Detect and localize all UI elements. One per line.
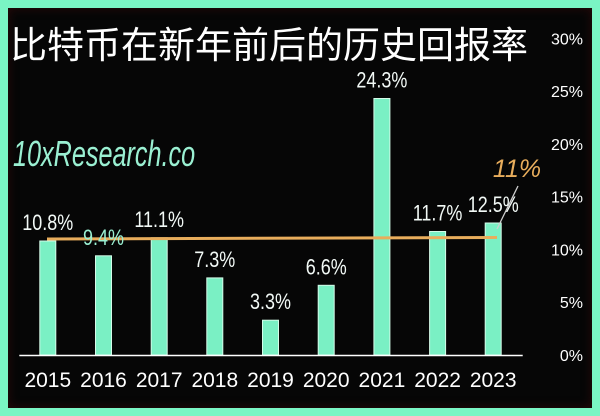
svg-text:11.7%: 11.7% xyxy=(413,202,463,226)
svg-text:7.3%: 7.3% xyxy=(194,248,235,272)
svg-text:0%: 0% xyxy=(560,348,583,365)
svg-text:6.6%: 6.6% xyxy=(306,256,347,280)
svg-text:12.5%: 12.5% xyxy=(468,193,519,217)
svg-text:2016: 2016 xyxy=(80,369,127,392)
svg-text:5%: 5% xyxy=(560,295,583,312)
svg-text:15%: 15% xyxy=(551,190,583,207)
svg-text:2023: 2023 xyxy=(470,369,517,392)
svg-text:20%: 20% xyxy=(551,137,583,154)
svg-text:9.4%: 9.4% xyxy=(83,226,124,250)
svg-text:25%: 25% xyxy=(551,84,583,101)
svg-text:2019: 2019 xyxy=(247,369,294,392)
svg-text:10%: 10% xyxy=(551,242,583,259)
svg-text:2015: 2015 xyxy=(24,369,71,392)
svg-text:10.8%: 10.8% xyxy=(22,211,73,235)
svg-text:3.3%: 3.3% xyxy=(250,290,291,314)
svg-text:11.1%: 11.1% xyxy=(134,208,184,232)
svg-text:11%: 11% xyxy=(493,155,541,183)
svg-text:2022: 2022 xyxy=(414,369,461,392)
svg-text:2020: 2020 xyxy=(303,369,350,392)
svg-text:2017: 2017 xyxy=(136,369,183,392)
svg-text:24.3%: 24.3% xyxy=(356,69,407,93)
svg-text:2018: 2018 xyxy=(191,369,238,392)
svg-text:30%: 30% xyxy=(551,31,583,48)
svg-text:2021: 2021 xyxy=(359,369,406,392)
